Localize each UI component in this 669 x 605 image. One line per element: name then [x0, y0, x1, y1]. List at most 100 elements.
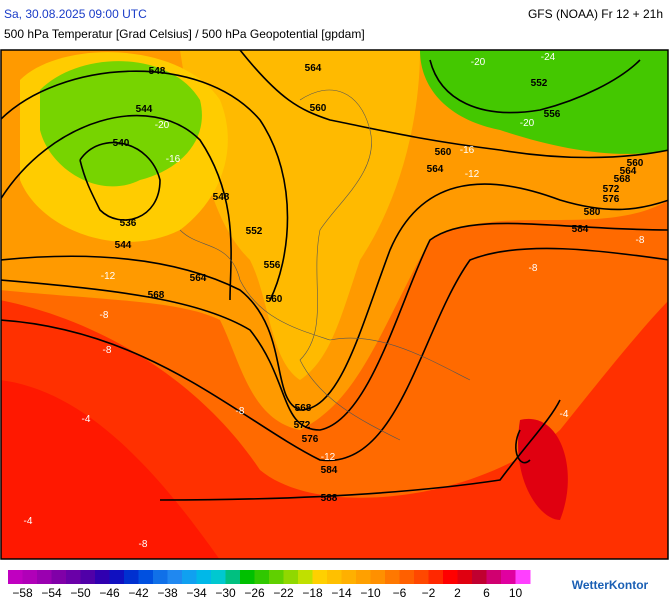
- contour-label: 536: [120, 218, 137, 229]
- legend-swatch: [51, 570, 67, 584]
- contour-label: 556: [544, 109, 561, 120]
- contour-label: 588: [321, 493, 338, 504]
- contour-label: 580: [584, 207, 601, 218]
- contour-label: 576: [603, 194, 620, 205]
- legend-label: −58: [12, 586, 33, 600]
- legend-swatch: [298, 570, 313, 584]
- map: 5485445405365445485525565605645685645605…: [1, 50, 668, 559]
- contour-label: 576: [302, 434, 319, 445]
- legend-swatch: [138, 570, 154, 584]
- legend-label: −26: [244, 586, 265, 600]
- legend-swatch: [515, 570, 531, 584]
- contour-label: 544: [115, 240, 132, 251]
- contour-label: 568: [148, 290, 165, 301]
- legend-swatch: [95, 570, 110, 584]
- legend-swatch: [124, 570, 139, 584]
- contour-label: 584: [572, 224, 589, 235]
- temperature-label: -8: [529, 263, 538, 274]
- contour-label: 560: [627, 158, 644, 169]
- legend-label: −54: [41, 586, 62, 600]
- temperature-label: -16: [166, 154, 181, 165]
- legend-swatch: [312, 570, 328, 584]
- legend-label: −50: [70, 586, 91, 600]
- legend-swatch: [341, 570, 357, 584]
- map-frame: [0, 49, 669, 560]
- legend-label: 10: [509, 586, 523, 600]
- legend-swatch: [225, 570, 241, 584]
- legend-swatch: [443, 570, 458, 584]
- contour-label: 564: [305, 63, 322, 74]
- legend-swatch: [153, 570, 168, 584]
- legend-label: −30: [215, 586, 236, 600]
- legend-swatch: [269, 570, 284, 584]
- legend-swatch: [37, 570, 52, 584]
- legend-swatch: [66, 570, 81, 584]
- legend-swatch: [385, 570, 400, 584]
- contour-label: 564: [190, 273, 207, 284]
- legend-label: −18: [302, 586, 323, 600]
- temperature-label: -4: [82, 414, 91, 425]
- contour-label: 556: [264, 260, 281, 271]
- legend-swatch: [356, 570, 371, 584]
- contour-label: 568: [295, 403, 312, 414]
- temperature-label: -16: [460, 145, 475, 156]
- temperature-label: -4: [24, 516, 33, 527]
- temperature-label: -12: [101, 271, 116, 282]
- legend-swatch: [167, 570, 183, 584]
- contour-label: 560: [310, 103, 327, 114]
- temperature-label: -8: [139, 539, 148, 550]
- temperature-label: -20: [155, 120, 170, 131]
- legend-label: −6: [393, 586, 407, 600]
- legend-label: −42: [128, 586, 149, 600]
- contour-label: 564: [427, 164, 444, 175]
- temperature-label: -8: [100, 310, 109, 321]
- legend-swatch: [283, 570, 299, 584]
- contour-label: 564: [620, 166, 637, 177]
- legend-swatch: [22, 570, 38, 584]
- temperature-label: -20: [520, 118, 535, 129]
- legend-label: −14: [331, 586, 352, 600]
- legend-swatch: [399, 570, 415, 584]
- temperature-label: -20: [471, 57, 486, 68]
- header-right: GFS (NOAA) Fr 12 + 21h: [528, 7, 663, 21]
- contour-label: 552: [246, 226, 263, 237]
- contour-label: 560: [435, 147, 452, 158]
- legend-swatch: [501, 570, 516, 584]
- temperature-label: -4: [560, 409, 569, 420]
- contour-label: 544: [136, 104, 153, 115]
- legend-label: −34: [186, 586, 207, 600]
- legend-swatch: [457, 570, 473, 584]
- legend-swatch: [182, 570, 197, 584]
- legend-swatch: [254, 570, 270, 584]
- header-left: Sa, 30.08.2025 09:00 UTC: [4, 7, 147, 21]
- legend-swatch: [8, 570, 23, 584]
- temperature-label: -12: [321, 452, 336, 463]
- legend-swatch: [240, 570, 255, 584]
- contour-label: 540: [113, 138, 130, 149]
- legend-label: −46: [99, 586, 120, 600]
- legend-swatch: [109, 570, 125, 584]
- contour-label: 552: [531, 78, 548, 89]
- legend-swatch: [486, 570, 502, 584]
- subtitle: 500 hPa Temperatur [Grad Celsius] / 500 …: [4, 27, 365, 41]
- legend-label: −22: [273, 586, 294, 600]
- legend-swatch: [414, 570, 429, 584]
- temperature-label: -8: [636, 235, 645, 246]
- legend-swatch: [370, 570, 386, 584]
- legend-label: 6: [483, 586, 490, 600]
- temperature-label: -8: [236, 406, 245, 417]
- temperature-label: -12: [465, 169, 480, 180]
- contour-label: 572: [294, 420, 311, 431]
- legend-label: −10: [360, 586, 381, 600]
- legend-label: −2: [422, 586, 436, 600]
- legend-swatch: [472, 570, 487, 584]
- legend-swatch: [327, 570, 342, 584]
- legend-label: 2: [454, 586, 461, 600]
- contour-label: 572: [603, 184, 620, 195]
- contour-label: 548: [149, 66, 166, 77]
- temperature-label: -24: [541, 52, 556, 63]
- contour-label: 584: [321, 465, 338, 476]
- contour-label: 560: [266, 294, 283, 305]
- legend-swatch: [80, 570, 96, 584]
